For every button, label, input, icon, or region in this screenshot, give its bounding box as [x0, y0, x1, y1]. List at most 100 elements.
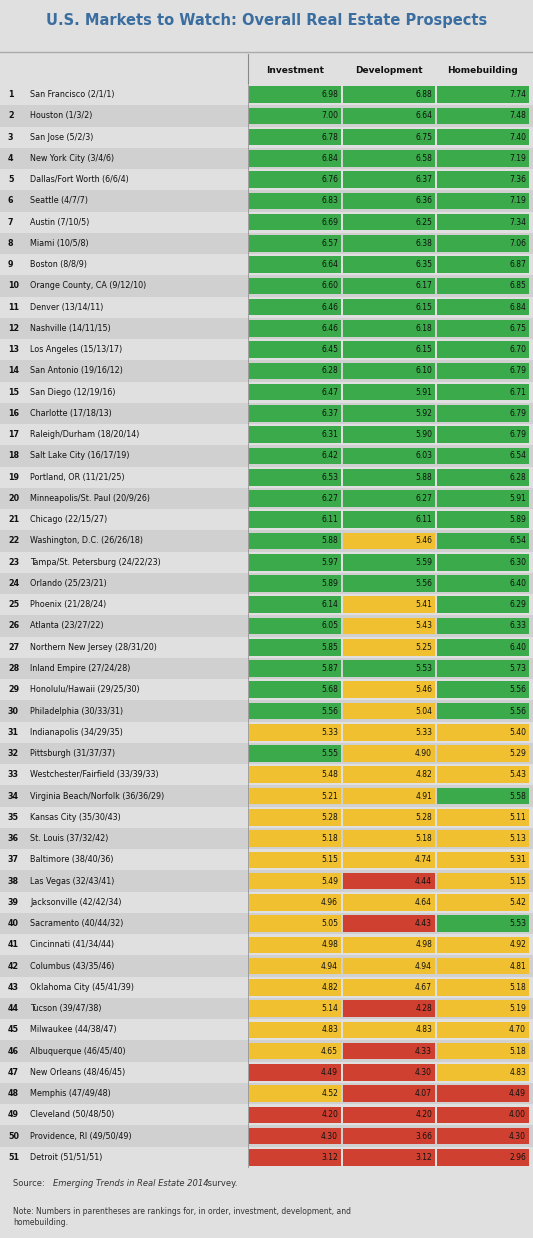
Bar	[343, 384, 435, 400]
Text: 31: 31	[8, 728, 19, 737]
Text: 6.64: 6.64	[415, 111, 432, 120]
Text: 5.43: 5.43	[415, 621, 432, 630]
Bar	[249, 894, 341, 911]
Bar	[249, 703, 341, 719]
Text: 6.10: 6.10	[415, 366, 432, 375]
Text: 41: 41	[8, 941, 19, 950]
Text: 5.85: 5.85	[321, 643, 338, 651]
Text: 6.37: 6.37	[321, 409, 338, 418]
Text: 6.38: 6.38	[415, 239, 432, 248]
Text: 6.11: 6.11	[415, 515, 432, 524]
Bar	[0, 912, 533, 935]
Text: Austin (7/10/5): Austin (7/10/5)	[30, 218, 90, 227]
Text: 4.30: 4.30	[509, 1132, 526, 1140]
Text: 6.46: 6.46	[321, 324, 338, 333]
Bar	[249, 745, 341, 761]
Bar	[437, 363, 529, 379]
Text: Salt Lake City (16/17/19): Salt Lake City (16/17/19)	[30, 452, 130, 461]
Bar	[343, 87, 435, 103]
Text: Denver (13/14/11): Denver (13/14/11)	[30, 302, 103, 312]
Text: 7.19: 7.19	[509, 154, 526, 163]
Bar	[437, 958, 529, 974]
Text: 6.46: 6.46	[321, 302, 338, 312]
Text: 6.40: 6.40	[509, 579, 526, 588]
Text: New York City (3/4/6): New York City (3/4/6)	[30, 154, 114, 163]
Text: Houston (1/3/2): Houston (1/3/2)	[30, 111, 92, 120]
Text: 6.37: 6.37	[415, 175, 432, 184]
Bar	[437, 490, 529, 506]
Text: 4.00: 4.00	[509, 1110, 526, 1119]
Text: 6.58: 6.58	[415, 154, 432, 163]
Text: 4.49: 4.49	[321, 1068, 338, 1077]
Text: 5.73: 5.73	[509, 664, 526, 673]
Bar	[0, 956, 533, 977]
Text: 7.36: 7.36	[509, 175, 526, 184]
Text: 4.83: 4.83	[415, 1025, 432, 1034]
Text: 3.12: 3.12	[415, 1153, 432, 1162]
Text: 20: 20	[8, 494, 19, 503]
Text: 6.45: 6.45	[321, 345, 338, 354]
Text: Cleveland (50/48/50): Cleveland (50/48/50)	[30, 1110, 115, 1119]
Text: St. Louis (37/32/42): St. Louis (37/32/42)	[30, 834, 108, 843]
Text: 7.34: 7.34	[509, 218, 526, 227]
Text: 4.28: 4.28	[415, 1004, 432, 1013]
Text: Portland, OR (11/21/25): Portland, OR (11/21/25)	[30, 473, 125, 482]
Text: 4.92: 4.92	[509, 941, 526, 950]
Bar	[437, 597, 529, 613]
Text: 7: 7	[8, 218, 13, 227]
Text: 6.35: 6.35	[415, 260, 432, 269]
Text: 22: 22	[8, 536, 19, 546]
Bar	[437, 894, 529, 911]
Text: 50: 50	[8, 1132, 19, 1140]
Text: 44: 44	[8, 1004, 19, 1013]
Bar	[249, 831, 341, 847]
Bar	[249, 1000, 341, 1016]
Bar	[343, 277, 435, 295]
Text: 16: 16	[8, 409, 19, 418]
Text: 43: 43	[8, 983, 19, 992]
Text: Memphis (47/49/48): Memphis (47/49/48)	[30, 1089, 111, 1098]
Text: 7.00: 7.00	[321, 111, 338, 120]
Text: survey.: survey.	[205, 1179, 238, 1188]
Text: 5.15: 5.15	[321, 855, 338, 864]
Text: 32: 32	[8, 749, 19, 758]
Text: Inland Empire (27/24/28): Inland Empire (27/24/28)	[30, 664, 131, 673]
Bar	[249, 1042, 341, 1060]
Text: 7.74: 7.74	[509, 90, 526, 99]
Text: 4.82: 4.82	[415, 770, 432, 779]
Bar	[249, 129, 341, 145]
Bar	[343, 915, 435, 932]
Text: 46: 46	[8, 1046, 19, 1056]
Text: 9: 9	[8, 260, 13, 269]
Text: 19: 19	[8, 473, 19, 482]
Text: Oklahoma City (45/41/39): Oklahoma City (45/41/39)	[30, 983, 134, 992]
Bar	[249, 511, 341, 529]
Text: 4.52: 4.52	[321, 1089, 338, 1098]
Text: 33: 33	[8, 770, 19, 779]
Text: Detroit (51/51/51): Detroit (51/51/51)	[30, 1153, 102, 1162]
Bar	[437, 936, 529, 953]
Bar	[0, 191, 533, 212]
Bar	[0, 488, 533, 509]
Text: 5.56: 5.56	[509, 707, 526, 716]
Text: Phoenix (21/28/24): Phoenix (21/28/24)	[30, 600, 106, 609]
Text: 2: 2	[8, 111, 14, 120]
Text: 4.30: 4.30	[415, 1068, 432, 1077]
Text: 6.87: 6.87	[509, 260, 526, 269]
Bar	[437, 745, 529, 761]
Bar	[437, 553, 529, 571]
Bar	[249, 193, 341, 209]
Text: Pittsburgh (31/37/37): Pittsburgh (31/37/37)	[30, 749, 115, 758]
Text: 4.98: 4.98	[321, 941, 338, 950]
Text: 4.44: 4.44	[415, 877, 432, 885]
Text: 6.60: 6.60	[321, 281, 338, 291]
Text: 17: 17	[8, 431, 19, 439]
Bar	[249, 808, 341, 826]
Text: Source:: Source:	[13, 1179, 47, 1188]
Bar	[0, 785, 533, 807]
Bar	[249, 469, 341, 485]
Bar	[343, 363, 435, 379]
Text: 5.31: 5.31	[509, 855, 526, 864]
Text: 5.42: 5.42	[509, 898, 526, 906]
Text: 6.98: 6.98	[321, 90, 338, 99]
